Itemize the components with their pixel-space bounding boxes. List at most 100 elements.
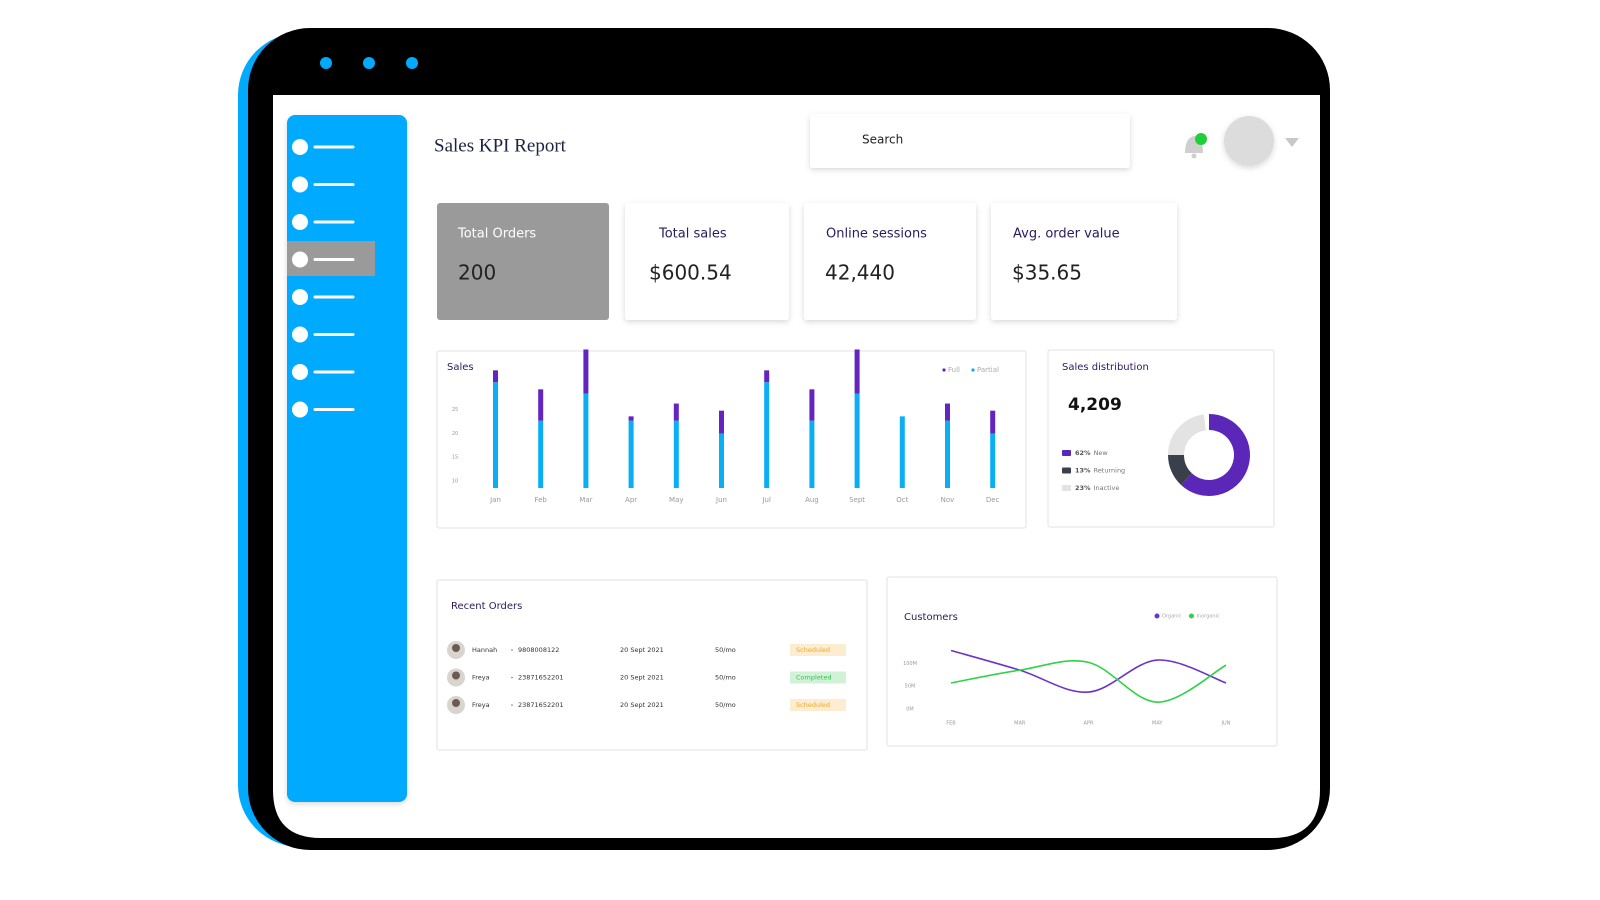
customer-name: Freya (472, 701, 490, 709)
legend-label: Partial (977, 366, 999, 374)
bar-segment (764, 370, 770, 383)
kpi-value: 42,440 (825, 261, 895, 285)
legend-swatch (1062, 485, 1071, 491)
legend-swatch (1154, 613, 1160, 619)
x-tick-label: MAY (1152, 721, 1163, 727)
legend-label: Full (948, 366, 960, 374)
bar-segment (945, 403, 950, 421)
donut-slice (1168, 414, 1207, 456)
kpi-value: $35.65 (1012, 261, 1082, 285)
bar-segment (719, 410, 724, 434)
nav-icon[interactable] (292, 401, 308, 418)
window-dot (406, 57, 418, 69)
bar-segment (583, 349, 589, 394)
line-series (950, 660, 1227, 703)
order-date: 20 Sept 2021 (620, 646, 664, 654)
search-placeholder: Search (862, 133, 903, 147)
sales-panel (436, 350, 1027, 529)
bar-segment (628, 416, 634, 421)
bar-segment (538, 420, 544, 488)
nav-icon[interactable] (292, 214, 308, 230)
legend-label: Inorganic (1196, 614, 1219, 620)
x-tick-label: APR (1084, 721, 1094, 727)
x-tick-label: Oct (896, 496, 908, 504)
separator (511, 649, 513, 651)
bar-segment (809, 420, 815, 488)
nav-icon[interactable] (292, 251, 308, 268)
chart-title: Customers (904, 612, 958, 623)
kpi-label: Online sessions (826, 227, 927, 242)
dropdown-arrow[interactable] (1285, 138, 1299, 147)
separator (511, 676, 513, 679)
x-tick-label: Jan (489, 496, 501, 504)
x-tick-label: MAR (1014, 721, 1026, 727)
x-tick-label: Apr (625, 496, 637, 504)
window-dot (320, 57, 332, 69)
donut-slice (1168, 454, 1193, 485)
bar-segment (990, 433, 996, 488)
y-tick-label: 50M (905, 684, 916, 690)
nav-icon[interactable] (292, 364, 308, 380)
avatar-head (452, 671, 460, 680)
bar-segment (493, 370, 498, 383)
separator (511, 704, 513, 706)
bar-segment (583, 393, 589, 488)
kpi-label: Avg. order value (1013, 227, 1120, 242)
legend-swatch (942, 368, 946, 372)
x-tick-label: Feb (534, 496, 547, 504)
nav-icon[interactable] (292, 326, 308, 343)
order-plan: 50/mo (715, 701, 736, 709)
kpi-card (625, 203, 789, 320)
nav-icon[interactable] (292, 139, 308, 155)
kpi-value: $600.54 (649, 261, 732, 285)
nav-icon[interactable] (292, 289, 308, 305)
status-badge (790, 644, 846, 656)
legend-swatch (1062, 467, 1071, 474)
y-tick-label: 100M (903, 661, 917, 667)
chart-title: Sales distribution (1062, 362, 1149, 373)
bar-segment (538, 389, 544, 421)
customer-name: Freya (472, 674, 490, 682)
sidebar (287, 115, 407, 802)
donut-slice (1180, 414, 1250, 496)
order-date: 20 Sept 2021 (620, 701, 664, 709)
x-tick-label: Sept (849, 496, 865, 504)
sidebar-panel (287, 115, 407, 802)
status-label: Completed (796, 674, 831, 682)
nav-icon[interactable] (292, 176, 308, 193)
y-tick-label: 20 (452, 431, 458, 437)
kpi-label: Total sales (658, 227, 727, 242)
bar-segment (854, 349, 860, 394)
bar-segment (493, 382, 498, 488)
status-label: Scheduled (796, 646, 830, 654)
legend-swatch (971, 368, 975, 372)
avatar[interactable] (1224, 116, 1274, 166)
x-tick-label: Jun (715, 496, 727, 504)
line-series (950, 649, 1227, 693)
y-tick-label: 25 (452, 407, 458, 413)
kpi-card (437, 203, 609, 320)
order-date: 20 Sept 2021 (620, 674, 664, 682)
kpi-card (991, 203, 1177, 320)
x-tick-label: Jul (761, 496, 771, 504)
legend-swatch (1062, 450, 1071, 456)
legend-label: New (1094, 449, 1109, 457)
bar-segment (945, 420, 950, 488)
order-phone: 23871652201 (518, 701, 564, 709)
y-tick-label: 15 (452, 455, 458, 461)
kpi-value: 200 (458, 261, 496, 285)
order-plan: 50/mo (715, 646, 736, 654)
avatar-head (452, 644, 460, 652)
search-box[interactable] (810, 114, 1130, 168)
y-tick-label: 10 (452, 478, 458, 484)
kpi-label: Total Orders (457, 227, 536, 242)
bar-segment (764, 382, 770, 488)
panel-title: Recent Orders (451, 601, 522, 612)
y-tick-label: 0M (906, 707, 914, 713)
status-label: Scheduled (796, 701, 830, 709)
x-tick-label: Mar (579, 496, 592, 504)
bell-clapper (1191, 153, 1197, 159)
orders-panel (436, 579, 868, 751)
